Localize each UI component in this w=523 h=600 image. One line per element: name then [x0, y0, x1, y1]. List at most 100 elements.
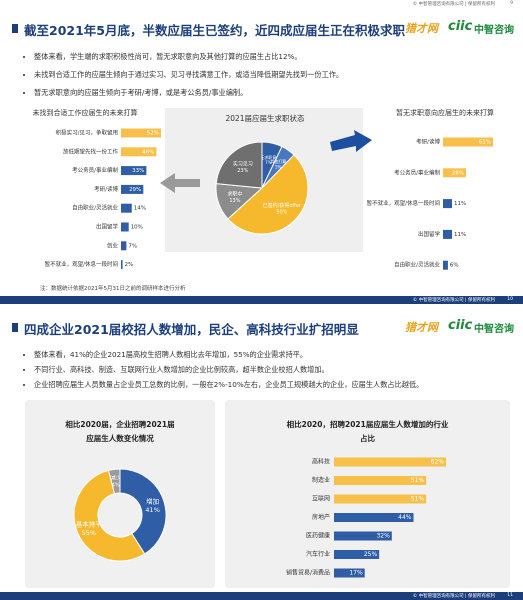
slice-value: 5% — [275, 164, 282, 169]
bar-label: 考研/读博 — [416, 138, 440, 146]
value-label: 25% — [364, 551, 378, 558]
value-label: 61% — [479, 140, 491, 146]
page-number: 9 — [510, 1, 513, 6]
bar — [443, 260, 448, 270]
logo: ciic — [448, 19, 473, 34]
value-label: 14% — [134, 206, 146, 212]
value-label: 46% — [142, 149, 154, 155]
slice-value: 7% — [265, 160, 272, 165]
bar-label: 放低期望先找一份工作 — [63, 147, 119, 155]
bar — [443, 168, 466, 178]
bar — [121, 241, 127, 251]
logo: 猎才网 — [405, 321, 438, 334]
bar — [334, 494, 427, 504]
bar — [443, 199, 453, 209]
bar-label: 制造业 — [312, 476, 330, 484]
value-label: 6% — [450, 263, 459, 269]
strip-text: © 中智管理咨询有限公司 | 保留所有权利 — [412, 2, 495, 7]
value-label: 7% — [128, 243, 137, 249]
bar — [121, 147, 157, 157]
bar-label: 高科技 — [312, 458, 330, 466]
value-label: 51% — [411, 477, 425, 484]
strip-text: © 中智管理咨询有限公司 | 保留所有权利 — [412, 298, 495, 303]
bar — [334, 476, 427, 485]
bullet: 不同行业、高科技、制造、互联网行业人数增加的企业比例较高，超半数企业校招人数增加… — [34, 365, 523, 375]
value-label: 32% — [376, 533, 390, 540]
value-label: 28% — [452, 170, 464, 176]
chart-title: 暂无求职意向应届生的未来打算 — [396, 109, 494, 117]
chart-title: 相比2020，招聘2021届应届生人数增加的行业占比 — [286, 420, 449, 443]
bar — [334, 531, 392, 541]
value-label: 29% — [129, 187, 141, 193]
bullets: 整体来看，学生端的求职积极性尚可，暂无求职意向及其他打算的应届生占比12%。 未… — [20, 52, 523, 106]
bar-label: 暂不就业，观望/休息一段时间 — [367, 199, 440, 207]
value-label: 33% — [132, 168, 144, 174]
slice-label: 增加 — [146, 497, 159, 506]
slice-label: 基本持平 — [76, 520, 103, 529]
slice-label: 减少 — [111, 474, 121, 482]
bar — [443, 229, 453, 239]
value-label: 51% — [411, 496, 425, 503]
slice-value: 55% — [82, 529, 96, 537]
bullet: 未找到合适工作的应届生倾向于通过实习、见习寻找满意工作，或适当降低期望先找到一份… — [34, 70, 523, 80]
strip: © 中智管理咨询有限公司 | 保留所有权利 11 — [0, 592, 523, 600]
slice-label: 求职中 — [227, 190, 242, 197]
slice-label: 其他打算 — [270, 158, 286, 164]
bullet: 企业招聘应届生人员数量占企业员工总数的比例，一般在2%-10%左右，企业员工规模… — [34, 380, 523, 390]
bar-label: 积极实习/见习，争取留用 — [56, 129, 118, 137]
value-label: 52% — [147, 131, 159, 137]
bar-label: 创业 — [107, 241, 119, 249]
bar-label: 互联网 — [312, 495, 330, 503]
bar — [334, 568, 365, 578]
note: 注：数据统计依据2021年5月31日之前的调研样本进行分析 — [40, 286, 186, 292]
bar-label: 汽车行业 — [306, 550, 330, 558]
bar-label: 医药健康 — [306, 532, 330, 540]
value-label: 10% — [131, 225, 143, 231]
chart-title: 相比2020届，企业招聘2021届应届生人数变化情况 — [65, 420, 175, 443]
chart-title: 2021届应届生求职状态 — [225, 114, 305, 123]
slide-title: 四成企业2021届校招人数增加，民企、高科技行业扩招明显 — [24, 322, 359, 337]
slice-value: 23% — [237, 168, 248, 174]
slice — [119, 468, 167, 555]
slice-value: 4% — [112, 482, 120, 488]
bar — [121, 128, 161, 138]
slice-label: 已签约/获得offer — [263, 202, 302, 209]
slice — [227, 154, 309, 235]
bar-label: 自由职业/灵活就业 — [72, 204, 118, 212]
bar-label: 暂不就业，观望/休息一段时间 — [45, 260, 118, 268]
arrow — [330, 130, 372, 152]
bar — [121, 184, 144, 194]
bar — [121, 166, 147, 176]
logo: 中智咨询 — [474, 25, 514, 36]
slice-label: 实习见习 — [233, 160, 253, 167]
value-label: 2% — [125, 262, 134, 268]
title-marker — [12, 24, 18, 33]
value-label: 62% — [431, 459, 445, 466]
bar-label: 自由职业/灵活就业 — [394, 261, 440, 269]
bar — [334, 457, 446, 467]
bar — [334, 513, 414, 522]
bar-label: 销售贸易/消费品 — [286, 569, 330, 577]
bar-label: 房地产 — [312, 513, 330, 521]
value-label: 44% — [398, 514, 412, 521]
title-marker — [12, 323, 18, 332]
page-number: 10 — [507, 297, 513, 302]
bar-label: 考公务员/事业编制 — [394, 168, 440, 176]
bar-label: 出国留学 — [96, 223, 119, 231]
slice — [215, 141, 263, 189]
panel — [225, 400, 510, 588]
bar — [443, 137, 493, 147]
slice-value: 41% — [145, 506, 159, 514]
bullet: 整体来看，41%的企业2021届高校生招聘人数相比去年增加，55%的企业需求持平… — [34, 350, 523, 360]
logo: 猎才网 — [405, 22, 438, 35]
bullet: 整体来看，学生端的求职积极性尚可，暂无求职意向及其他打算的应届生占比12%。 — [34, 52, 523, 62]
slice-value: 13% — [229, 198, 240, 204]
slice — [107, 468, 121, 495]
bar — [334, 550, 380, 559]
logo: ciic — [448, 318, 473, 333]
bar — [121, 203, 132, 213]
bar-label: 考研/读博 — [94, 185, 118, 193]
slice-value: 50% — [276, 209, 287, 215]
